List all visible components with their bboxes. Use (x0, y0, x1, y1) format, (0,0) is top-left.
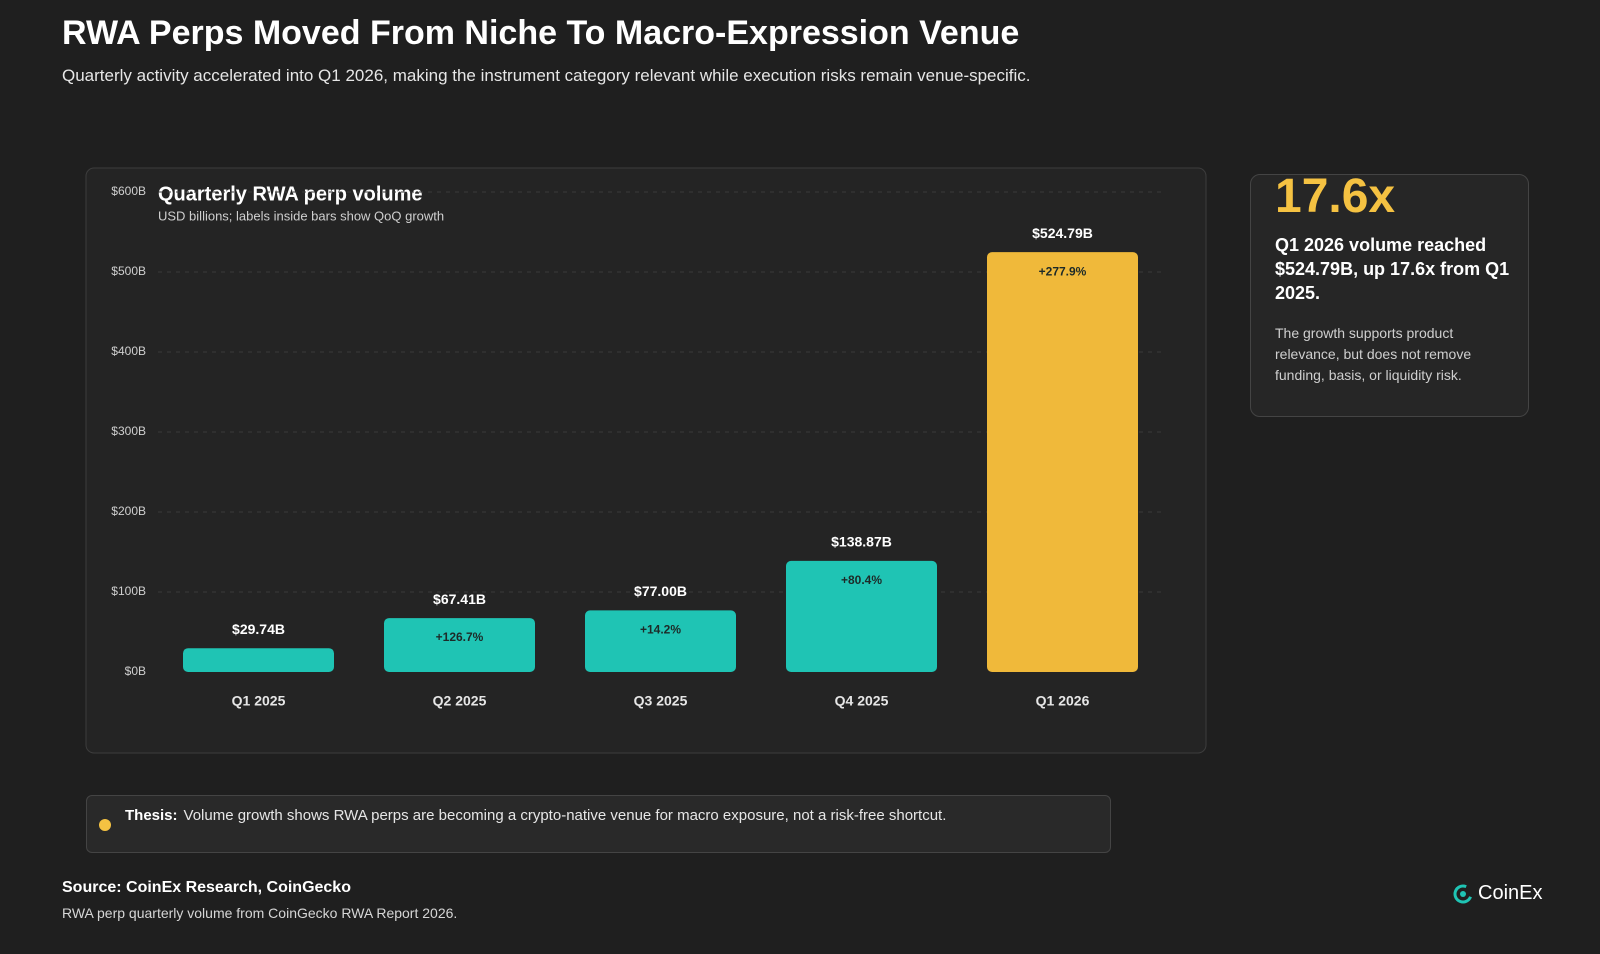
bar (987, 252, 1138, 672)
y-tick-label: $400B (111, 344, 146, 358)
y-tick-label: $0B (125, 664, 146, 678)
page-title: RWA Perps Moved From Niche To Macro-Expr… (62, 14, 1020, 52)
chart-subtitle: USD billions; labels inside bars show Qo… (158, 208, 444, 223)
value-label: $29.74B (232, 621, 285, 637)
stat-body: The growth supports product relevance, b… (1275, 325, 1472, 383)
y-tick-label: $100B (111, 584, 146, 598)
y-tick-label: $600B (111, 184, 146, 198)
source-note: RWA perp quarterly volume from CoinGecko… (62, 905, 458, 921)
stat-heading: Q1 2026 volume reached $524.79B, up 17.6… (1275, 235, 1510, 303)
thesis-line: Thesis: Volume growth shows RWA perps are… (125, 807, 946, 824)
value-label: $524.79B (1032, 225, 1093, 241)
logo-text: CoinEx (1478, 882, 1543, 904)
x-tick-label: Q2 2025 (433, 693, 487, 709)
stat-headline: 17.6x (1275, 170, 1396, 223)
x-tick-label: Q3 2025 (634, 693, 688, 709)
value-label: $67.41B (433, 591, 486, 607)
value-label: $138.87B (831, 534, 892, 550)
thesis-box: Thesis: Volume growth shows RWA perps are… (86, 795, 1111, 853)
growth-label: +14.2% (640, 623, 681, 637)
logo-icon (1453, 884, 1473, 903)
x-tick-label: Q4 2025 (835, 693, 889, 709)
thesis-dot (99, 819, 111, 831)
chart-title: Quarterly RWA perp volume (158, 183, 423, 205)
y-tick-label: $500B (111, 264, 146, 278)
thesis-label: Thesis: (125, 807, 178, 824)
growth-label: +80.4% (841, 573, 882, 587)
page-subtitle: Quarterly activity accelerated into Q1 2… (62, 66, 1031, 85)
growth-label: +126.7% (436, 630, 484, 644)
x-tick-label: Q1 2025 (232, 693, 286, 709)
source: Source: CoinEx Research, CoinGecko (62, 879, 351, 896)
logo: CoinEx (1452, 882, 1542, 905)
thesis-text: Volume growth shows RWA perps are becomi… (183, 807, 947, 824)
stat-card: 17.6x Q1 2026 volume reached $524.79B, u… (1250, 170, 1529, 417)
bar (183, 648, 334, 672)
growth-label: +277.9% (1039, 264, 1087, 278)
y-tick-label: $300B (111, 424, 146, 438)
bar (585, 610, 736, 672)
value-label: $77.00B (634, 583, 687, 599)
y-tick-label: $200B (111, 504, 146, 518)
x-tick-label: Q1 2026 (1036, 693, 1090, 709)
bar (384, 618, 535, 672)
bar (786, 560, 937, 672)
